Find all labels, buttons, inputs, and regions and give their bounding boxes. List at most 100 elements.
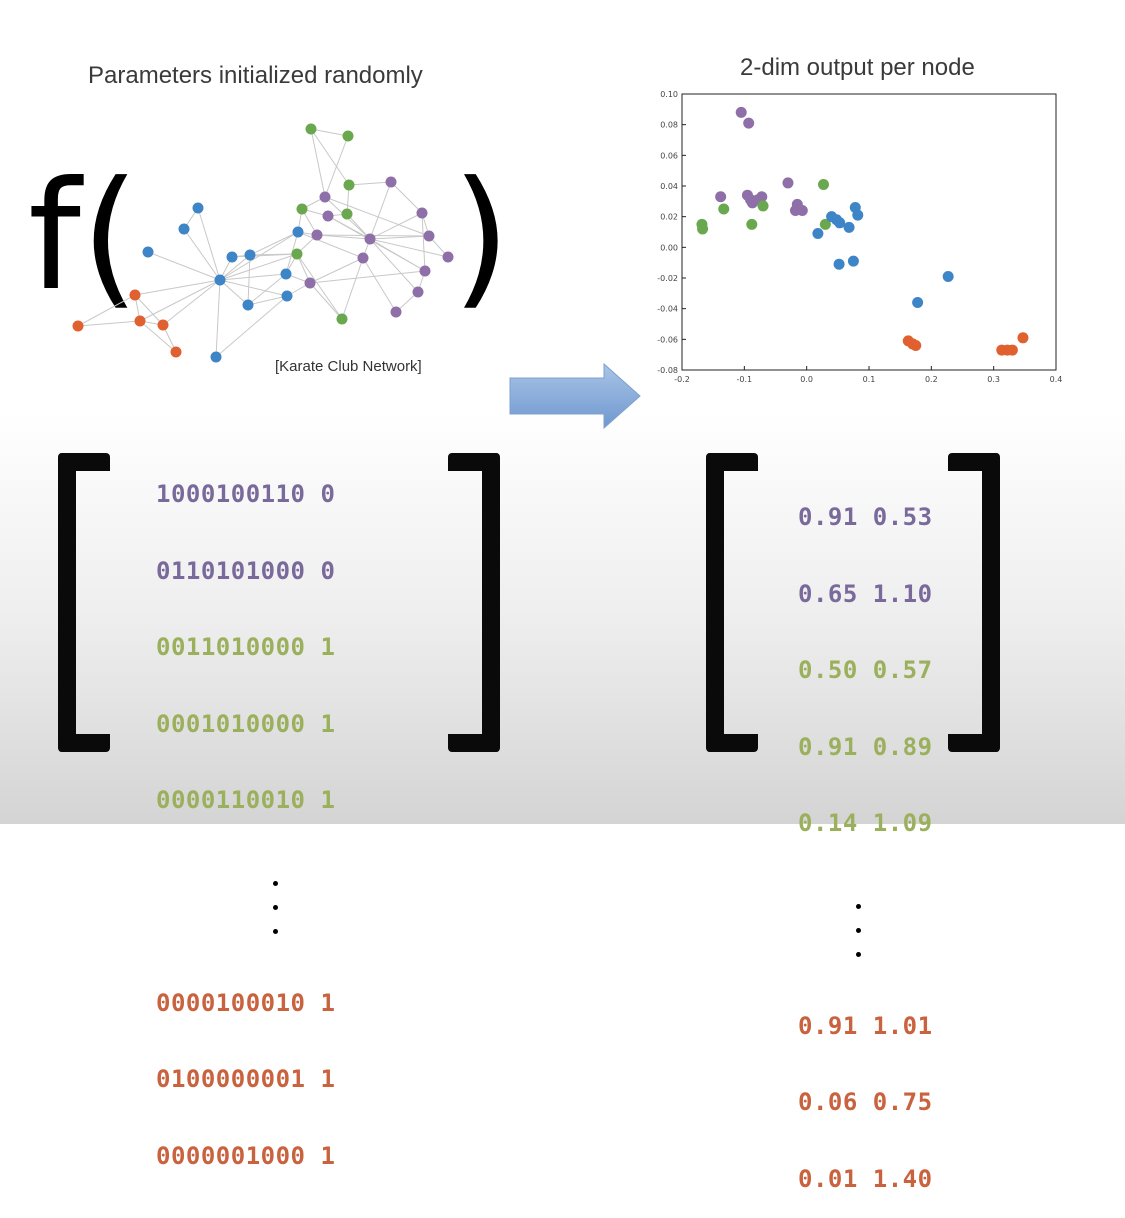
network-node <box>357 252 369 264</box>
output-matrix-left-bracket <box>706 453 758 752</box>
network-edges <box>77 128 449 358</box>
network-edge <box>215 295 288 358</box>
network-edge <box>231 253 298 258</box>
x-tick-label: -0.1 <box>737 375 753 384</box>
network-node <box>170 346 182 358</box>
scatter-ticks: -0.2 -0.1 0.0 0.1 0.2 0.3 0.4 0.10 0.08 0.06 0.04 0… <box>657 90 1062 384</box>
network-node <box>192 202 204 214</box>
matrix-row: 0000001000 1 <box>156 1141 336 1170</box>
network-node <box>319 191 331 203</box>
input-matrix-right-bracket <box>448 453 500 752</box>
scatter-point <box>1006 344 1018 356</box>
scatter-point <box>746 218 758 230</box>
network-edge <box>247 254 251 306</box>
network-edge <box>247 273 287 306</box>
matrix-row: 0011010000 1 <box>156 633 336 661</box>
network-edge <box>309 270 426 284</box>
network-edge <box>162 279 221 326</box>
network-node <box>280 268 292 280</box>
matrix-row: 0.91 1.01 <box>798 1011 933 1040</box>
network-node <box>292 226 304 238</box>
network-node <box>412 286 424 298</box>
network-edge <box>324 135 349 198</box>
network-edge <box>197 207 221 281</box>
network-edge <box>249 231 299 256</box>
network-node <box>178 223 190 235</box>
network-node <box>72 320 84 332</box>
scatter-point <box>757 200 769 212</box>
network-edge <box>309 282 343 320</box>
network-node <box>214 274 226 286</box>
scatter-point <box>910 339 922 351</box>
scatter-point <box>912 297 924 309</box>
network-edge <box>369 212 423 240</box>
x-tick-label: 0.2 <box>925 375 938 384</box>
network-node <box>416 207 428 219</box>
network-edge <box>390 181 423 214</box>
matrix-row: 0.06 0.75 <box>798 1088 933 1116</box>
matrix-row: 1000100110 0 <box>156 480 336 508</box>
scatter-point <box>852 209 864 221</box>
network-edge <box>324 196 430 237</box>
karate-club-network-graph <box>72 123 454 363</box>
network-edge <box>297 231 364 259</box>
scatter-point <box>743 117 755 129</box>
y-tick-label: 0.04 <box>660 182 678 191</box>
network-node <box>442 251 454 263</box>
network-edge <box>134 279 221 296</box>
network-node <box>296 203 308 215</box>
scatter-point <box>834 217 846 229</box>
scatter-point <box>1017 332 1029 344</box>
scatter-point <box>735 106 747 118</box>
network-node <box>390 306 402 318</box>
y-tick-label: -0.08 <box>657 366 678 375</box>
left-title: Parameters initialized randomly <box>88 62 423 89</box>
network-edge <box>369 181 392 240</box>
network-node <box>281 290 293 302</box>
matrix-row: 0001010000 1 <box>156 709 336 738</box>
network-edge <box>219 273 287 281</box>
matrix-row: 0.91 0.89 <box>798 732 933 761</box>
network-node <box>364 233 376 245</box>
x-tick-label: 0.3 <box>987 375 1000 384</box>
right-title: 2-dim output per node <box>740 54 975 81</box>
network-node <box>129 289 141 301</box>
scatter-point <box>718 203 730 215</box>
network-node <box>341 208 353 220</box>
output-embedding-matrix: 0.91 0.53 0.65 1.10 0.50 0.57 0.91 0.89 … <box>798 454 933 1218</box>
karate-club-label: [Karate Club Network] <box>275 358 422 375</box>
scatter-points <box>696 106 1029 356</box>
y-tick-label: 0.06 <box>660 151 678 160</box>
scatter-point <box>697 223 709 235</box>
matrix-row: 0.91 0.53 <box>798 503 933 531</box>
network-edge <box>310 128 326 198</box>
network-node <box>134 315 146 327</box>
scatter-point <box>782 177 794 189</box>
network-node <box>423 230 435 242</box>
network-node <box>419 265 431 277</box>
plot-frame <box>681 93 1057 371</box>
network-node <box>343 179 355 191</box>
network-node <box>210 351 222 363</box>
network-node <box>244 249 256 261</box>
network-edge <box>309 257 364 284</box>
matrix-row: 0.01 1.40 <box>798 1164 933 1193</box>
network-edge <box>421 212 426 272</box>
network-node <box>304 277 316 289</box>
x-tick-label: 0.4 <box>1050 375 1063 384</box>
y-tick-label: 0.00 <box>660 243 678 252</box>
matrix-row: 0000110010 1 <box>156 786 336 814</box>
network-edge <box>247 295 288 306</box>
network-edge <box>215 279 221 358</box>
vertical-ellipsis <box>798 888 933 963</box>
network-edge <box>219 279 249 306</box>
network-nodes <box>72 123 454 363</box>
scatter-point <box>796 205 808 217</box>
scatter-point <box>819 218 831 230</box>
scatter-point <box>843 221 855 233</box>
network-edge <box>147 251 221 281</box>
network-edge <box>77 294 136 327</box>
network-edge <box>77 320 141 327</box>
network-edge <box>327 215 426 272</box>
function-open-paren: f( <box>28 150 140 324</box>
